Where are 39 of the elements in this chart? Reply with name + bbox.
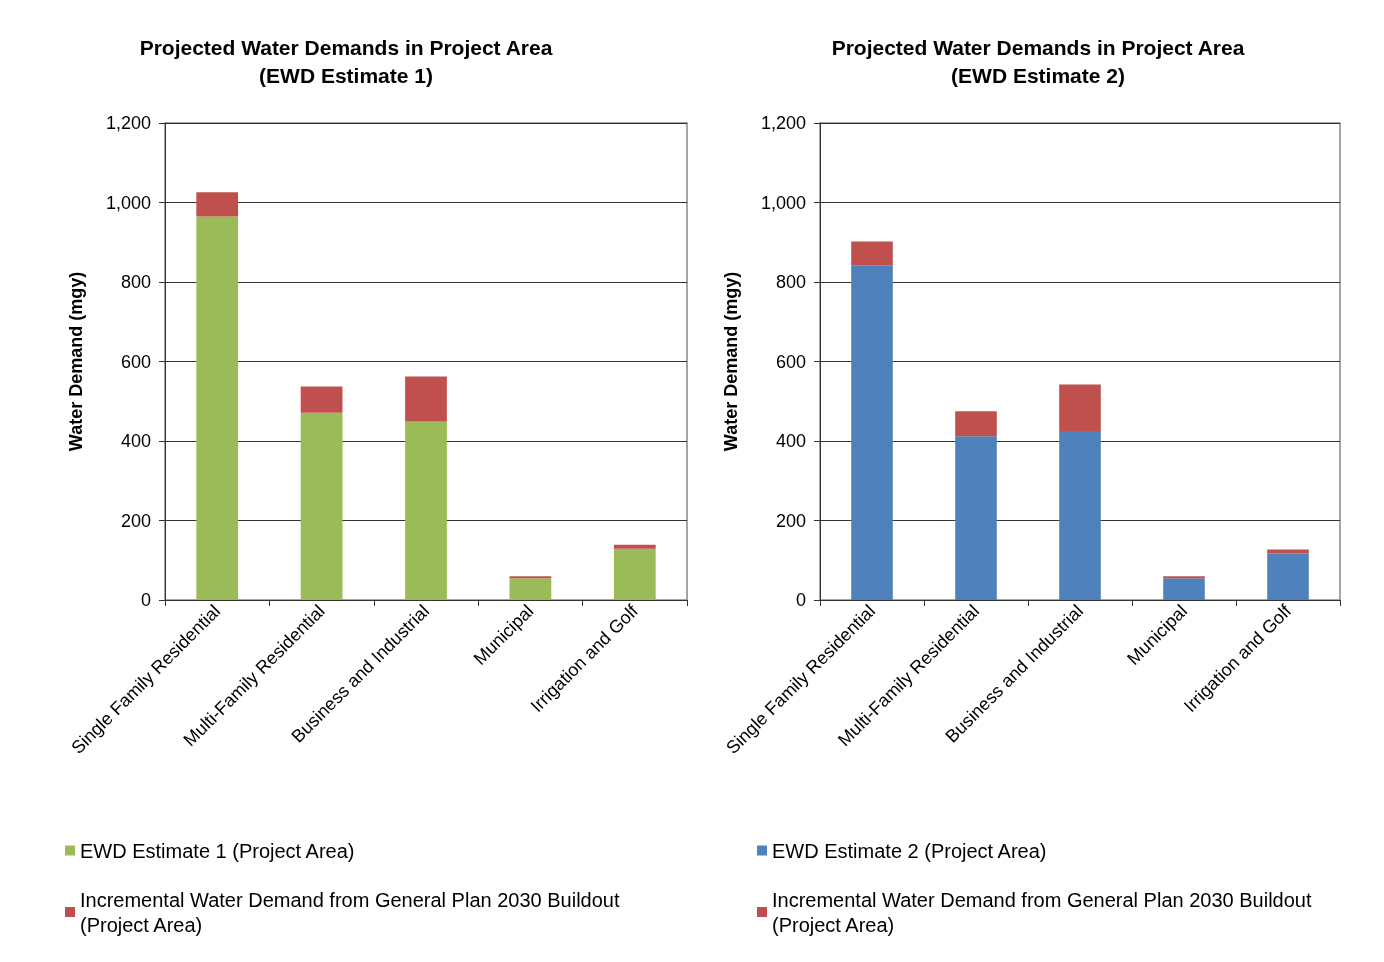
y-tick-label: 400 xyxy=(120,431,151,451)
bar xyxy=(509,578,552,600)
y-tick-label: 800 xyxy=(120,272,151,292)
bar xyxy=(405,421,447,600)
y-tick-label: 1,200 xyxy=(105,113,151,133)
y-tick-label: 600 xyxy=(775,351,806,372)
bar xyxy=(955,436,997,600)
legend-label: Incremental Water Demand from General Plan 2030 Buildout (Project Area) xyxy=(772,888,1318,936)
bar xyxy=(405,376,447,422)
bar xyxy=(955,411,997,437)
legend-label: EWD Estimate 2 (Project Area) xyxy=(772,839,1047,862)
legend-label: EWD Estimate 1 (Project Area) xyxy=(80,839,355,862)
y-tick-label: 200 xyxy=(120,510,151,531)
y-tick-label: 200 xyxy=(775,510,806,531)
y-tick-label: 1,200 xyxy=(760,113,806,133)
bar xyxy=(1059,431,1101,600)
y-tick-label: 0 xyxy=(140,590,151,610)
bar xyxy=(613,548,656,600)
bar xyxy=(851,265,893,600)
bar xyxy=(196,216,239,600)
y-tick-label: 1,000 xyxy=(760,192,806,213)
y-axis-title: Water Demand (mgy) xyxy=(721,271,741,452)
bar xyxy=(851,241,893,266)
bar xyxy=(613,544,656,549)
y-tick-label: 400 xyxy=(775,431,806,451)
chart-title: Projected Water Demands in Project Area (EWD Estimate 1) xyxy=(139,35,553,87)
y-tick-label: 600 xyxy=(120,351,151,372)
bar xyxy=(300,412,343,600)
bar xyxy=(1059,384,1101,432)
bar xyxy=(1267,553,1309,600)
y-tick-label: 1,000 xyxy=(105,192,151,213)
y-tick-label: 0 xyxy=(795,590,806,610)
chart-title: Projected Water Demands in Project Area (EWD Estimate 2) xyxy=(831,35,1245,87)
bar xyxy=(1163,578,1205,600)
y-tick-label: 800 xyxy=(775,272,806,292)
bar xyxy=(196,192,239,217)
y-axis-title: Water Demand (mgy) xyxy=(66,271,86,452)
legend-label: Incremental Water Demand from General Plan 2030 Buildout (Project Area) xyxy=(80,888,626,936)
bar xyxy=(300,386,343,413)
